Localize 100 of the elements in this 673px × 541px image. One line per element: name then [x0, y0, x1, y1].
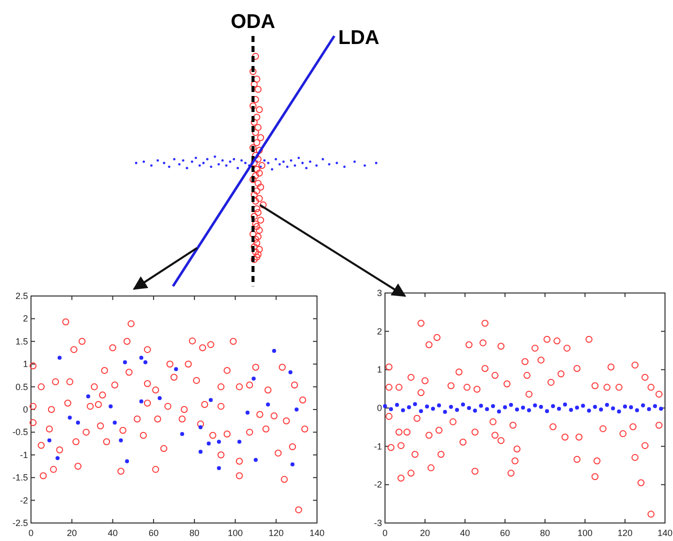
- point: [605, 402, 609, 407]
- point: [419, 409, 423, 414]
- y-tick-label: 0: [376, 403, 382, 413]
- point: [641, 403, 645, 408]
- point: [47, 438, 52, 442]
- point: [266, 402, 270, 407]
- point: [254, 458, 258, 462]
- point: [563, 402, 567, 407]
- point: [56, 456, 60, 460]
- y-tick-label: 2: [22, 314, 28, 324]
- point: [86, 394, 90, 398]
- point: [617, 409, 621, 414]
- point: [143, 360, 148, 364]
- point: [521, 406, 525, 410]
- point: [216, 440, 221, 444]
- y-tick-label: 1: [22, 359, 28, 370]
- point: [599, 408, 603, 412]
- x-tick-label: 80: [540, 528, 550, 538]
- point: [389, 407, 393, 412]
- x-tick-label: 140: [309, 528, 325, 538]
- point: [629, 405, 633, 410]
- y-tick-label: -2.5: [12, 518, 28, 528]
- point: [473, 408, 477, 413]
- y-tick-label: -2: [20, 495, 28, 506]
- point: [569, 408, 573, 412]
- y-tick-label: 2: [376, 326, 382, 336]
- point: [527, 408, 531, 412]
- x-tick-label: 140: [657, 528, 673, 538]
- x-tick-label: 80: [189, 528, 200, 538]
- point: [503, 405, 507, 410]
- point: [112, 420, 117, 425]
- point: [383, 404, 387, 408]
- point: [623, 404, 627, 408]
- x-tick-label: 100: [577, 528, 593, 538]
- point: [198, 450, 203, 454]
- point: [272, 348, 276, 353]
- y-tick-label: -2: [374, 480, 382, 490]
- point: [68, 416, 72, 420]
- point: [288, 370, 292, 374]
- point: [237, 440, 242, 444]
- y-tick-label: 3: [376, 288, 382, 298]
- point: [294, 408, 299, 412]
- point: [158, 396, 162, 400]
- point: [653, 404, 657, 408]
- point: [581, 404, 585, 408]
- point: [467, 406, 471, 410]
- point: [58, 356, 62, 360]
- point: [509, 402, 513, 407]
- point: [611, 406, 615, 410]
- x-tick-label: 60: [148, 528, 159, 538]
- point: [198, 425, 203, 430]
- point: [557, 406, 561, 411]
- x-tick-label: 120: [268, 528, 284, 538]
- point: [551, 404, 555, 408]
- point: [635, 408, 639, 412]
- y-tick-label: 0.5: [15, 382, 28, 392]
- point: [118, 438, 123, 442]
- point: [443, 410, 447, 414]
- x-tick-label: 20: [66, 528, 77, 538]
- text: ODA: [230, 11, 276, 33]
- point: [108, 404, 113, 408]
- point: [479, 404, 483, 408]
- y-tick-label: 1: [376, 364, 382, 375]
- point: [533, 403, 537, 408]
- x-tick-label: 100: [228, 528, 243, 538]
- point: [431, 406, 435, 411]
- point: [290, 462, 294, 466]
- point: [575, 406, 579, 410]
- point: [647, 407, 651, 412]
- x-tick-label: 60: [500, 528, 510, 538]
- y-tick-label: 0: [22, 404, 28, 414]
- point: [246, 410, 250, 415]
- point: [497, 409, 501, 414]
- point: [407, 405, 411, 410]
- point: [216, 466, 221, 470]
- point: [545, 409, 549, 414]
- y-tick-label: 2.5: [15, 291, 28, 301]
- point: [587, 408, 591, 413]
- point: [461, 402, 465, 407]
- x-tick-label: 40: [108, 528, 118, 538]
- point: [206, 442, 211, 446]
- y-tick-label: -3: [374, 518, 382, 528]
- point: [539, 404, 543, 409]
- point: [139, 399, 144, 404]
- point: [593, 404, 597, 409]
- point: [401, 408, 405, 412]
- point: [413, 402, 417, 406]
- point: [455, 408, 459, 412]
- point: [659, 406, 663, 411]
- point: [208, 398, 213, 402]
- point: [76, 420, 80, 425]
- point: [395, 402, 399, 407]
- y-tick-label: -0.5: [12, 427, 28, 438]
- point: [125, 459, 130, 464]
- point: [437, 403, 441, 408]
- text: LDA: [338, 27, 380, 49]
- point: [180, 432, 184, 436]
- point: [425, 404, 429, 408]
- point: [485, 407, 489, 412]
- point: [491, 404, 495, 408]
